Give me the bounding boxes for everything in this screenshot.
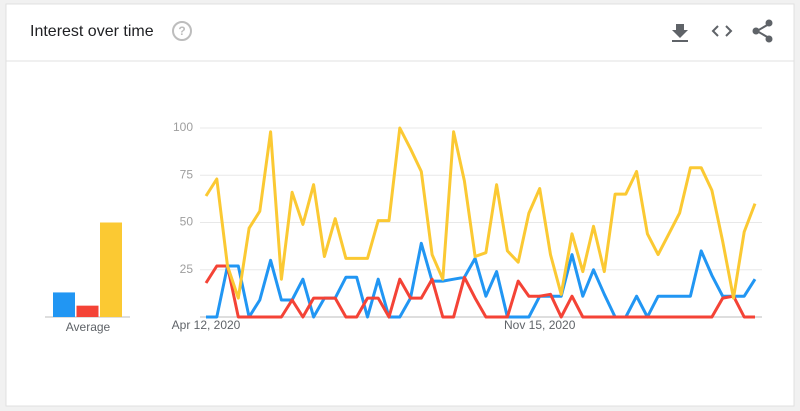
y-tick-label: 50 [180, 215, 194, 229]
download-icon[interactable] [672, 24, 688, 42]
y-tick-label: 100 [173, 120, 193, 134]
series-line [204, 264, 755, 319]
help-icon[interactable]: ? [172, 21, 192, 41]
x-tick-label: Apr 12, 2020 [172, 318, 241, 332]
card [5, 3, 795, 407]
average-bar [76, 305, 99, 317]
share-icon[interactable] [752, 19, 773, 43]
average-bar [100, 222, 122, 317]
card-title: Interest over time [30, 23, 154, 40]
svg-text:?: ? [178, 24, 185, 38]
y-tick-label: 25 [180, 262, 194, 276]
y-tick-label: 75 [180, 167, 194, 181]
average-label: Average [66, 320, 111, 334]
x-tick-label: Nov 15, 2020 [504, 318, 576, 332]
series-line [204, 126, 757, 300]
average-bar [53, 292, 75, 317]
embed-icon[interactable] [711, 25, 733, 37]
series-line [206, 241, 757, 319]
